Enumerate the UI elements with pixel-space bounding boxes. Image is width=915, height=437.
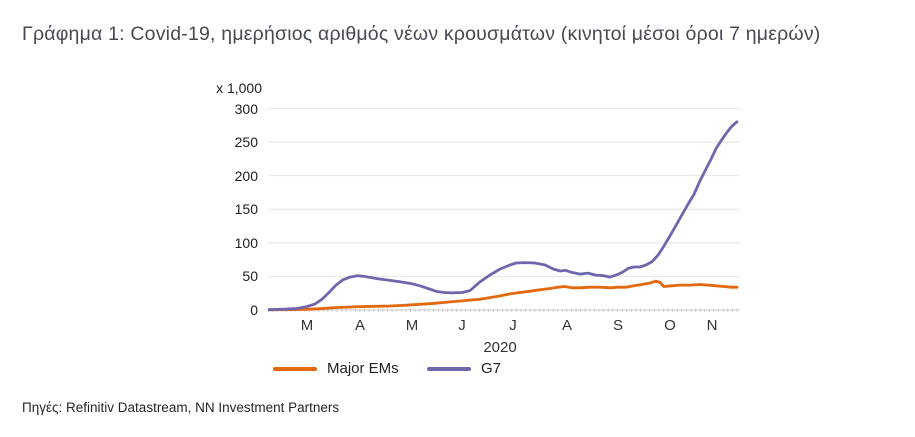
x-tick-label: J: [509, 317, 517, 334]
y-tick-label: 250: [234, 134, 258, 151]
series-line-g7: [268, 120, 739, 312]
source-note: Πηγές: Refinitiv Datastream, NN Investme…: [22, 400, 340, 415]
y-axis-unit-label: x 1,000: [216, 80, 262, 96]
x-tick-label: S: [612, 317, 623, 334]
x-tick-label: A: [561, 317, 572, 334]
legend-label-major-ems: Major EMs: [327, 360, 399, 377]
x-axis-line: [268, 308, 740, 312]
x-tick-label: O: [664, 317, 676, 334]
x-tick-label: A: [354, 317, 365, 334]
legend-label-g7: G7: [481, 360, 502, 377]
y-tick-label: 100: [234, 234, 258, 251]
legend-swatch-major-ems: [273, 367, 317, 371]
x-axis-year-label: 2020: [483, 339, 517, 356]
series-line-major-ems: [268, 279, 739, 312]
page-title: Γράφημα 1: Covid-19, ημερήσιος αριθμός ν…: [22, 23, 821, 45]
y-tick-label: 0: [250, 302, 258, 318]
x-tick-label: M: [405, 317, 419, 334]
gridlines: [268, 108, 740, 277]
x-tick-label: M: [300, 317, 314, 334]
plot-svg: [268, 108, 740, 312]
legend-swatch-g7: [427, 367, 471, 371]
y-tick-label: 150: [234, 201, 258, 218]
y-tick-label: 300: [234, 100, 258, 117]
x-tick-label: J: [458, 317, 466, 334]
x-tick-label: N: [706, 317, 718, 334]
y-tick-label: 50: [242, 268, 258, 285]
y-tick-label: 200: [234, 167, 258, 184]
